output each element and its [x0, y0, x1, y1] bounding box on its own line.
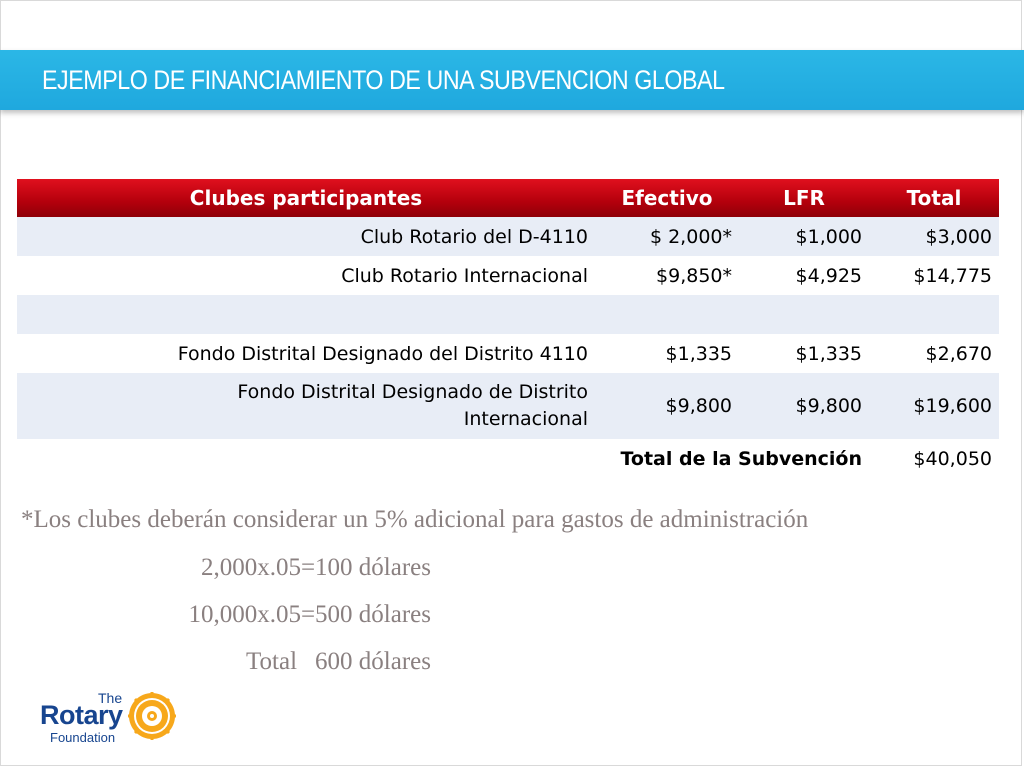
- table-row: Fondo Distrital Designado de Distrito In…: [17, 373, 999, 439]
- table-total-row: Total de la Subvención $40,050: [17, 439, 999, 478]
- total-value: $40,050: [869, 439, 999, 478]
- rotary-wheel-icon: [128, 692, 176, 740]
- cell-efectivo: $9,850*: [595, 256, 739, 295]
- cell-efectivo: $9,800: [595, 373, 739, 439]
- table-row: Club Rotario del D-4110 $ 2,000* $1,000 …: [17, 217, 999, 256]
- cell-club: Club Rotario Internacional: [17, 256, 595, 295]
- header-clubes: Clubes participantes: [17, 179, 595, 217]
- cell-lfr: $1,335: [739, 334, 869, 373]
- cell-efectivo: $1,335: [595, 334, 739, 373]
- cell-total: $3,000: [869, 217, 999, 256]
- logo-rotary: Rotary: [40, 700, 123, 730]
- cell-lfr: $1,000: [739, 217, 869, 256]
- calc-line-total: Total 600 dólares: [246, 648, 431, 676]
- header-efectivo: Efectivo: [595, 179, 739, 217]
- cell-efectivo: [595, 295, 739, 334]
- calc-line-1: 2,000x.05=100 dólares: [200, 554, 431, 581]
- cell-total: [869, 295, 999, 334]
- cell-efectivo: $ 2,000*: [595, 217, 739, 256]
- table-row: Fondo Distrital Designado del Distrito 4…: [17, 334, 999, 373]
- title-bar: EJEMPLO DE FINANCIAMIENTO DE UNA SUBVENC…: [0, 50, 1024, 110]
- calc-total-value: 600 dólares: [315, 648, 431, 675]
- cell-club: Club Rotario del D-4110: [17, 217, 595, 256]
- total-label: Total de la Subvención: [17, 439, 869, 478]
- cell-lfr: $9,800: [739, 373, 869, 439]
- logo-the: The: [98, 690, 123, 706]
- cell-club: [17, 295, 595, 334]
- cell-lfr: $4,925: [739, 256, 869, 295]
- calc-total-label: Total: [246, 648, 298, 675]
- cell-club: Fondo Distrital Designado del Distrito 4…: [17, 334, 595, 373]
- table-row: Club Rotario Internacional $9,850* $4,92…: [17, 256, 999, 295]
- cell-club: Fondo Distrital Designado de Distrito In…: [17, 373, 595, 439]
- table-row-empty: [17, 295, 999, 334]
- cell-total: $14,775: [869, 256, 999, 295]
- calc-line-2: 10,000x.05=500 dólares: [188, 601, 431, 628]
- header-total: Total: [869, 179, 999, 217]
- cell-total: $2,670: [869, 334, 999, 373]
- rotary-foundation-logo: The Rotary Foundation: [40, 690, 190, 750]
- cell-lfr: [739, 295, 869, 334]
- funding-table: Clubes participantes Efectivo LFR Total …: [17, 179, 999, 478]
- logo-foundation: Foundation: [50, 730, 116, 745]
- cell-total: $19,600: [869, 373, 999, 439]
- table-header-row: Clubes participantes Efectivo LFR Total: [17, 179, 999, 217]
- admin-note: *Los clubes deberán considerar un 5% adi…: [21, 506, 809, 533]
- header-lfr: LFR: [739, 179, 869, 217]
- slide-title: EJEMPLO DE FINANCIAMIENTO DE UNA SUBVENC…: [42, 65, 725, 95]
